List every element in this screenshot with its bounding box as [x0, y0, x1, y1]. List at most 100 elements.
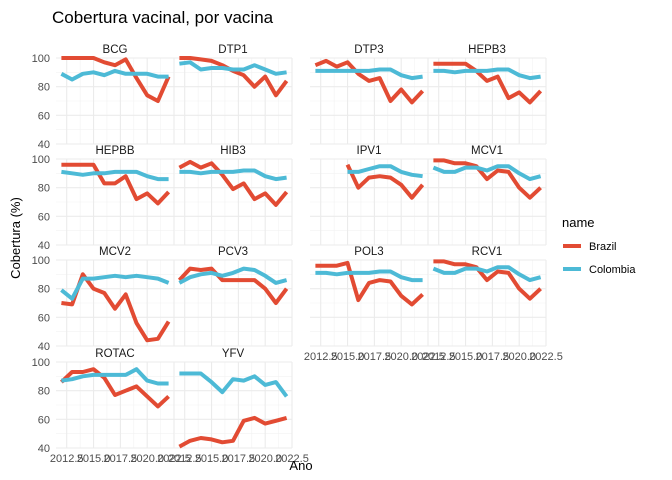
facet-label: HEPB3	[468, 44, 506, 56]
facet-label: MCV2	[99, 246, 131, 258]
y-tick-label: 100	[32, 154, 50, 166]
facet-label: HEPBB	[96, 145, 135, 157]
x-tick-label: 2015.0	[77, 453, 111, 465]
facet-label: POL3	[354, 246, 383, 258]
facet-label: RCV1	[472, 246, 503, 258]
facet-panel-rotac: ROTAC 40 60 80 100 2012.52015.02017.52020.020…	[32, 348, 191, 465]
facet-panel-ipv1: IPV1	[310, 145, 429, 246]
facet-panel-mcv2: MCV2 40 60 80 100	[32, 246, 175, 353]
y-tick-label: 80	[38, 183, 50, 195]
y-tick-label: 60	[38, 110, 50, 122]
x-tick-label: 2022.5	[157, 453, 191, 465]
y-tick-label: 40	[38, 341, 50, 353]
x-tick-label: 2020.0	[384, 351, 418, 363]
facet-panel-mcv1: MCV1	[428, 145, 547, 246]
y-tick-label: 100	[32, 53, 50, 65]
chart-title: Cobertura vacinal, por vacina	[52, 8, 274, 27]
x-tick-label: 2015.0	[195, 453, 229, 465]
x-tick-label: 2015.0	[449, 351, 483, 363]
facet-panel-hib3: HIB3	[174, 145, 293, 246]
series-line-brazil	[61, 162, 171, 206]
legend-label-brazil: Brazil	[589, 241, 617, 253]
facet-label: YFV	[222, 348, 245, 360]
series-line-colombia	[433, 67, 541, 81]
series-line-colombia	[61, 367, 169, 386]
facet-label: IPV1	[357, 145, 382, 157]
x-tick-label: 2012.5	[168, 453, 202, 465]
facet-label: BCG	[103, 44, 128, 56]
facet-label: DTP3	[354, 44, 383, 56]
x-tick-label: 2012.5	[304, 351, 338, 363]
x-tick-label: 2020.0	[502, 351, 536, 363]
y-tick-label: 60	[38, 312, 50, 324]
series-line-brazil	[61, 272, 171, 343]
facet-label: PCV3	[218, 246, 248, 258]
x-tick-label: 2017.5	[104, 453, 138, 465]
x-tick-label: 2020.0	[248, 453, 282, 465]
facet-label: DTP1	[218, 44, 247, 56]
series-line-brazil	[433, 61, 543, 105]
series-line-brazil	[178, 159, 289, 207]
facet-label: ROTAC	[95, 348, 134, 360]
facet-panel-hepbb: HEPBB 40 60 80 100	[32, 145, 175, 252]
y-tick-label: 60	[38, 414, 50, 426]
facet-label: MCV1	[471, 145, 503, 157]
x-tick-label: 2022.5	[275, 453, 309, 465]
y-tick-label: 40	[38, 139, 50, 151]
series-line-brazil	[433, 259, 542, 301]
series-line-brazil	[177, 266, 289, 305]
x-tick-label: 2022.5	[529, 351, 563, 363]
x-tick-label: 2020.0	[130, 453, 164, 465]
facet-label: HIB3	[220, 145, 246, 157]
x-tick-label: 2012.5	[422, 351, 456, 363]
x-tick-label: 2017.5	[222, 453, 256, 465]
y-tick-label: 40	[38, 443, 50, 455]
x-tick-label: 2017.5	[476, 351, 510, 363]
series-line-brazil	[345, 163, 425, 200]
series-line-brazil	[178, 415, 288, 449]
x-tick-label: 2012.5	[50, 453, 84, 465]
y-tick-label: 80	[38, 284, 50, 296]
y-tick-label: 40	[38, 240, 50, 252]
series-line-colombia	[315, 269, 423, 283]
facet-panel-dtp3: DTP3	[310, 44, 429, 145]
y-tick-label: 100	[32, 255, 50, 267]
facet-panel-pcv3: PCV3	[174, 246, 293, 347]
legend-title: name	[562, 215, 595, 230]
series-line-colombia	[179, 168, 287, 182]
legend-label-colombia: Colombia	[589, 264, 636, 276]
y-tick-label: 100	[32, 357, 50, 369]
series-line-colombia	[347, 164, 423, 179]
series-line-brazil	[433, 158, 542, 200]
y-tick-label: 80	[38, 82, 50, 94]
x-tick-label: 2015.0	[331, 351, 365, 363]
y-axis-title: Cobertura (%)	[8, 197, 23, 279]
series-line-colombia	[432, 164, 542, 182]
y-tick-label: 60	[38, 211, 50, 223]
x-tick-label: 2022.5	[411, 351, 445, 363]
series-line-colombia	[179, 60, 287, 76]
y-tick-label: 80	[38, 386, 50, 398]
facet-panel-dtp1: DTP1	[174, 44, 293, 145]
series-line-colombia	[60, 68, 169, 82]
facet-panel-bcg: BCG 40 60 80 100	[32, 44, 175, 151]
legend: name Brazil Colombia	[562, 215, 636, 276]
series-line-brazil	[60, 367, 170, 409]
series-line-brazil	[314, 58, 425, 105]
x-tick-label: 2017.5	[358, 351, 392, 363]
series-line-colombia	[432, 265, 542, 283]
series-line-colombia	[315, 67, 423, 81]
series-line-brazil	[61, 56, 171, 103]
series-line-colombia	[179, 371, 289, 398]
series-line-colombia	[60, 273, 170, 301]
facet-panel-hepb3: HEPB3	[428, 44, 547, 145]
series-line-colombia	[178, 266, 288, 285]
x-axis-title: Ano	[289, 458, 312, 473]
series-line-brazil	[315, 260, 424, 307]
series-line-colombia	[61, 169, 169, 182]
